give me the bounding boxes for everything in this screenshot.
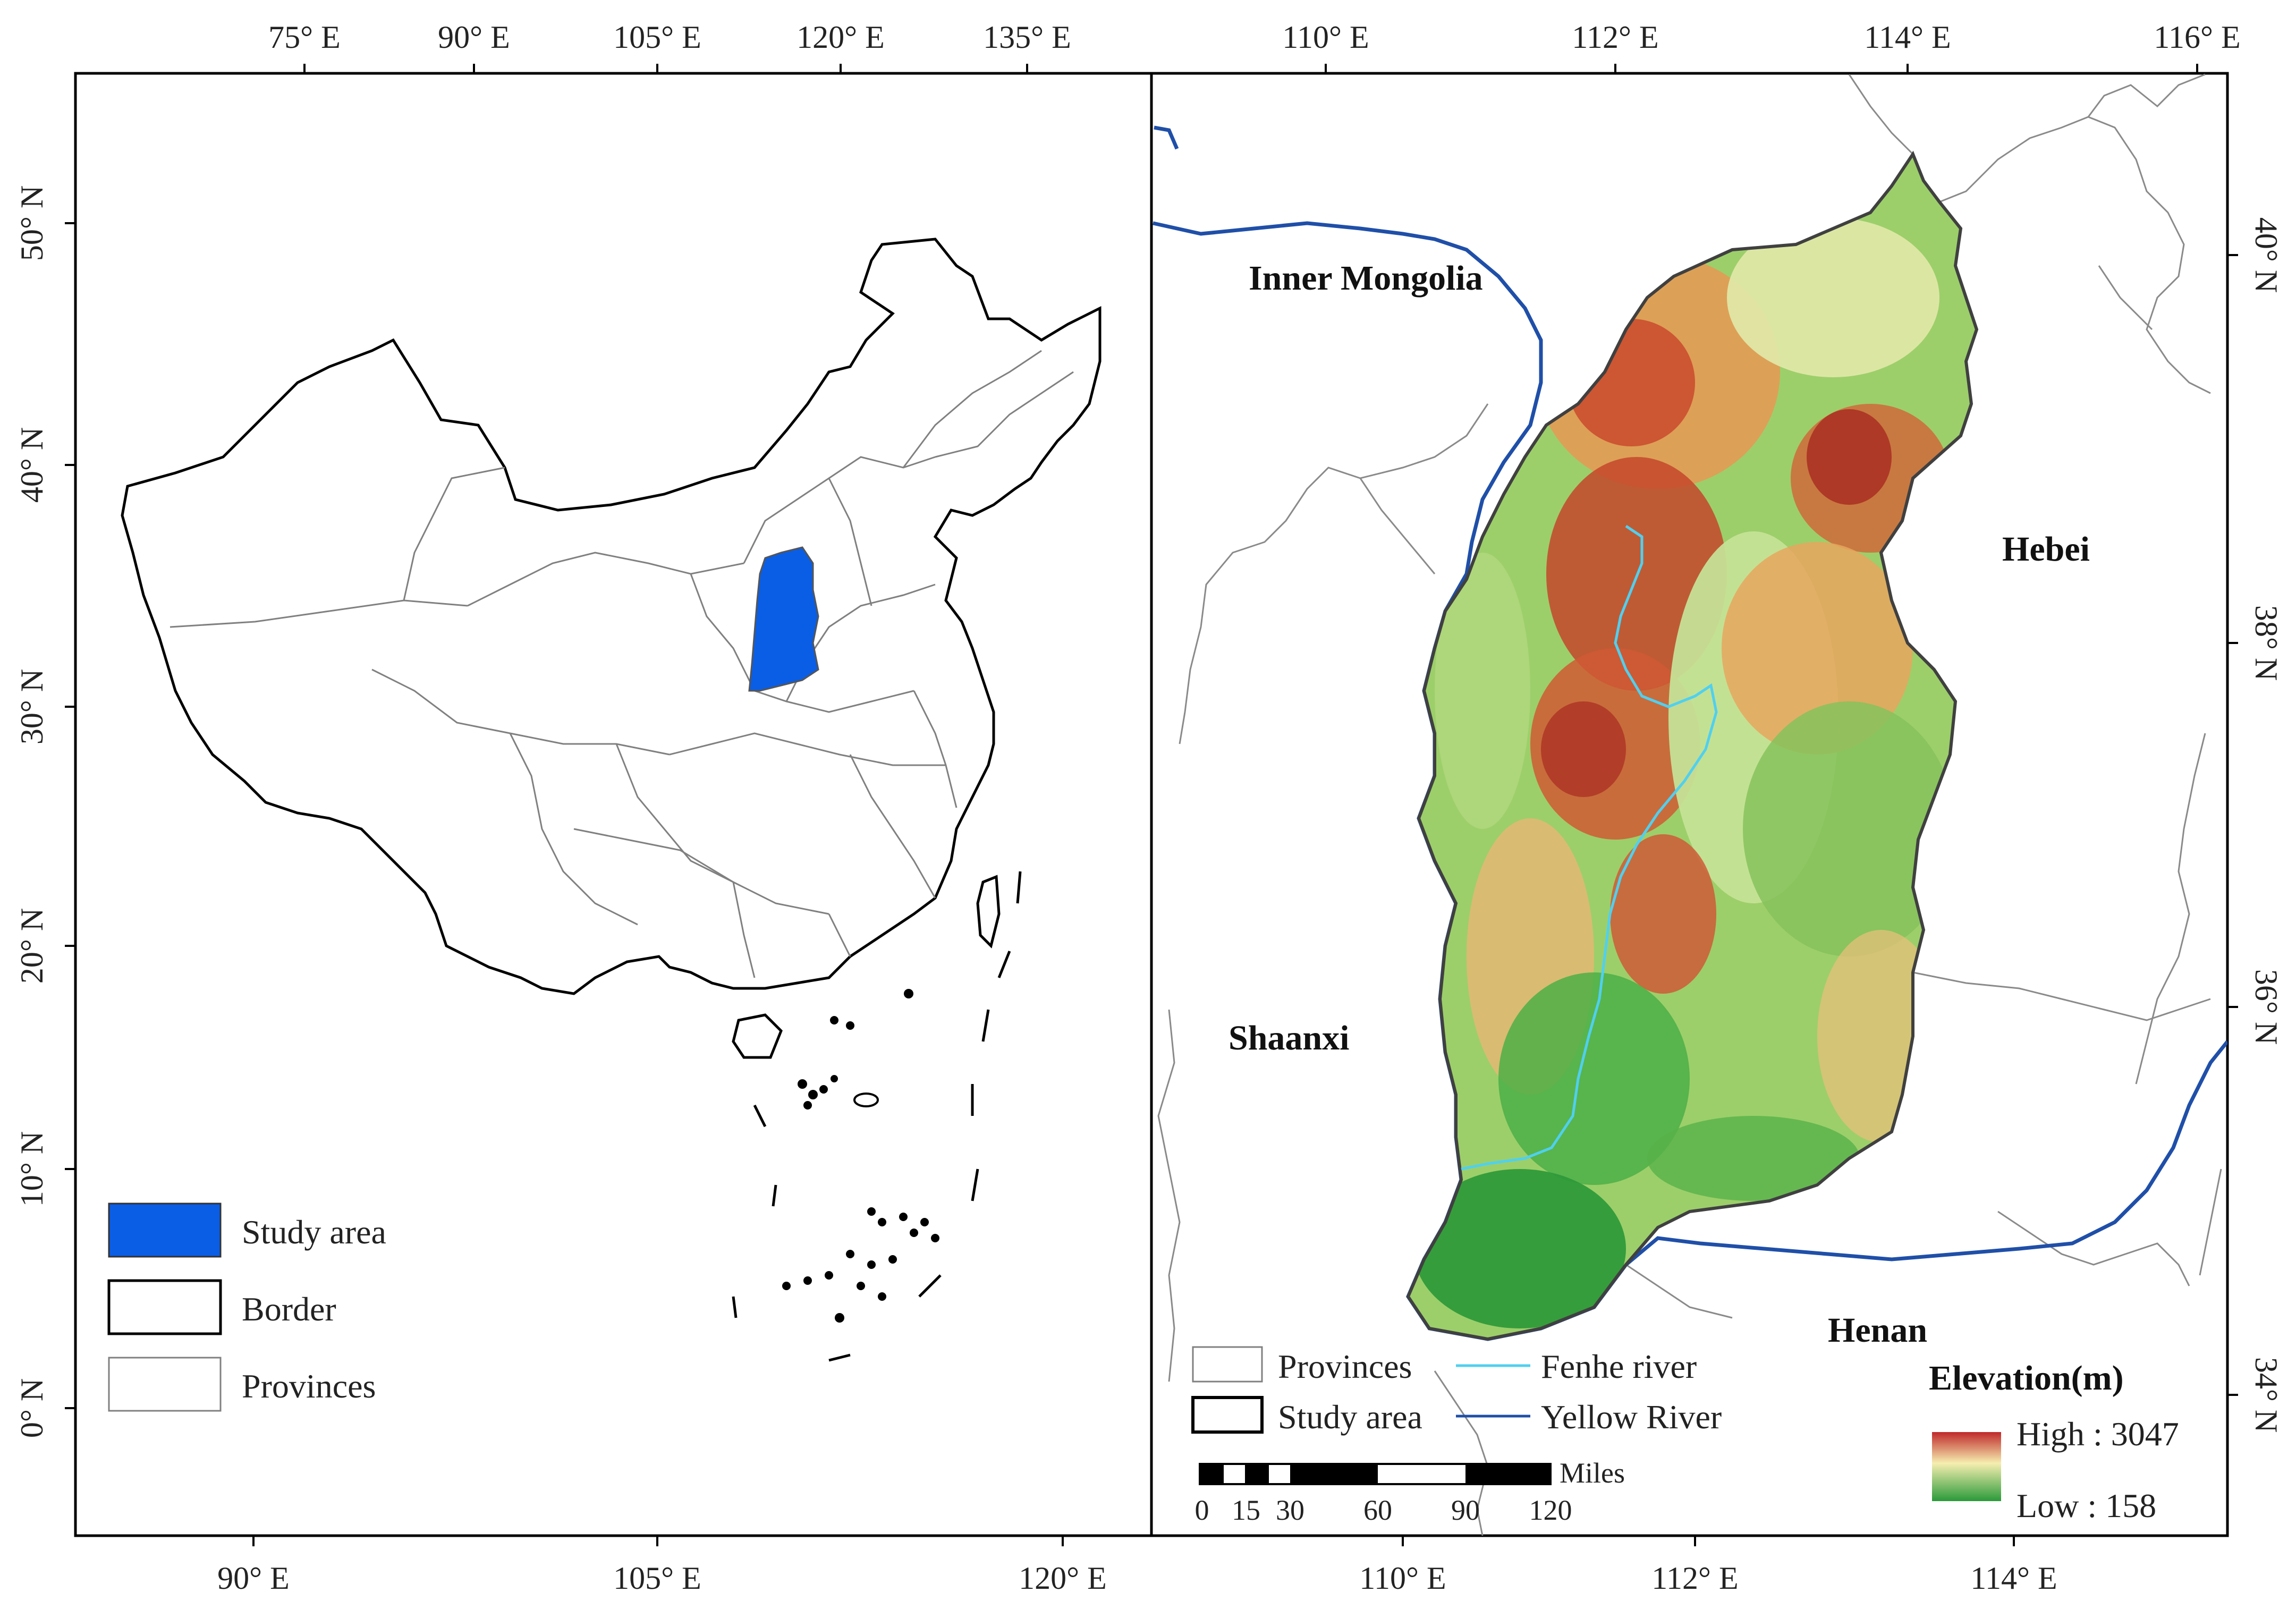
left-side-tick: 40° N — [14, 427, 49, 503]
left-bottom-tick: 90° E — [217, 1561, 290, 1596]
left-top-tick: 120° E — [797, 20, 885, 55]
right-bottom-tick-labels: 110° E 112° E 114° E — [1359, 1536, 2057, 1596]
left-side-tick: 30° N — [14, 669, 49, 744]
yellow-river-top-stub — [1154, 125, 1179, 150]
taiwan-island — [976, 875, 1001, 949]
legend-provinces-label: Provinces — [242, 1367, 376, 1405]
study-area-outline — [1406, 150, 1979, 1341]
neighbor-province-lines — [1157, 73, 2222, 1536]
legend-study-area-label-right: Study area — [1278, 1398, 1422, 1436]
right-top-tick: 116° E — [2154, 20, 2240, 55]
right-side-tick: 36° N — [2249, 969, 2284, 1045]
scale-label: 60 — [1363, 1494, 1392, 1526]
region-label-shaanxi: Shaanxi — [1229, 1019, 1349, 1057]
left-bottom-tick: 105° E — [613, 1561, 701, 1596]
elevation-legend: Elevation(m) High : 3047 Low : 158 — [1929, 1359, 2179, 1525]
region-label-henan: Henan — [1828, 1311, 1927, 1350]
right-top-tick-labels: 110° E 112° E 114° E 116° E — [1282, 20, 2241, 73]
elevation-legend-title: Elevation(m) — [1929, 1359, 2124, 1398]
right-bottom-tick: 110° E — [1359, 1561, 1446, 1596]
legend-border-swatch — [107, 1279, 222, 1335]
region-label-inner-mongolia: Inner Mongolia — [1249, 259, 1483, 298]
legend-provinces-swatch — [108, 1357, 222, 1412]
scale-unit-label: Miles — [1560, 1457, 1625, 1489]
legend-provinces-label-right: Provinces — [1278, 1348, 1412, 1385]
left-side-tick: 20° N — [14, 908, 49, 984]
scale-bar: Miles 0 15 30 60 90 120 — [1195, 1457, 1625, 1526]
scale-bar-labels: 0 15 30 60 90 120 — [1195, 1494, 1572, 1526]
right-side-tick: 40° N — [2249, 217, 2284, 293]
legend-study-area-swatch-right — [1191, 1396, 1264, 1434]
scale-label: 30 — [1276, 1494, 1304, 1526]
legend-provinces-swatch-right — [1192, 1346, 1263, 1383]
south-china-sea-islands — [782, 989, 939, 1323]
china-provinces — [170, 350, 1074, 978]
hainan-island — [732, 1013, 783, 1059]
left-top-tick: 90° E — [438, 20, 510, 55]
elevation-low-label: Low : 158 — [2017, 1487, 2156, 1525]
left-legend: Study area Border Provinces — [107, 1202, 386, 1412]
fenhe-river-line — [1461, 524, 1718, 1171]
right-side-tick-labels: 40° N 38° N 36° N 34° N — [2227, 217, 2284, 1433]
left-top-tick: 75° E — [268, 20, 341, 55]
legend-study-area-label: Study area — [242, 1213, 386, 1251]
elevation-gradient-swatch — [1932, 1432, 2001, 1501]
left-side-tick: 50° N — [14, 185, 49, 261]
china-border — [121, 238, 1102, 995]
right-side-tick: 38° N — [2249, 605, 2284, 681]
right-legend: Provinces Study area Fenhe river Yellow … — [1191, 1346, 1722, 1436]
right-bottom-tick: 112° E — [1651, 1561, 1738, 1596]
left-side-tick: 0° N — [14, 1378, 49, 1438]
elevation-high-label: High : 3047 — [2017, 1415, 2179, 1453]
region-label-hebei: Hebei — [2002, 530, 2090, 569]
right-side-tick: 34° N — [2249, 1357, 2284, 1433]
scale-label: 15 — [1232, 1494, 1260, 1526]
left-top-tick-labels: 75° E 90° E 105° E 120° E 135° E — [268, 20, 1071, 73]
left-top-tick: 105° E — [613, 20, 701, 55]
scale-label: 120 — [1529, 1494, 1572, 1526]
study-area-shape — [748, 546, 819, 692]
left-side-tick-labels: 50° N 40° N 30° N 20° N 10° N 0° N — [14, 185, 75, 1438]
scale-label: 90 — [1451, 1494, 1480, 1526]
legend-fenhe-label: Fenhe river — [1541, 1348, 1697, 1385]
left-side-tick: 10° N — [14, 1131, 49, 1207]
legend-border-label: Border — [242, 1290, 336, 1328]
legend-study-area-swatch — [108, 1202, 222, 1258]
left-bottom-tick: 120° E — [1019, 1561, 1107, 1596]
nine-dash-line — [732, 871, 1022, 1362]
right-top-tick: 114° E — [1864, 20, 1951, 55]
right-top-tick: 112° E — [1572, 20, 1658, 55]
scale-label: 0 — [1195, 1494, 1209, 1526]
left-bottom-tick-labels: 90° E 105° E 120° E — [217, 1536, 1107, 1596]
right-bottom-tick: 114° E — [1970, 1561, 2057, 1596]
right-top-tick: 110° E — [1282, 20, 1369, 55]
legend-yellow-river-label: Yellow River — [1541, 1398, 1722, 1436]
left-top-tick: 135° E — [983, 20, 1071, 55]
